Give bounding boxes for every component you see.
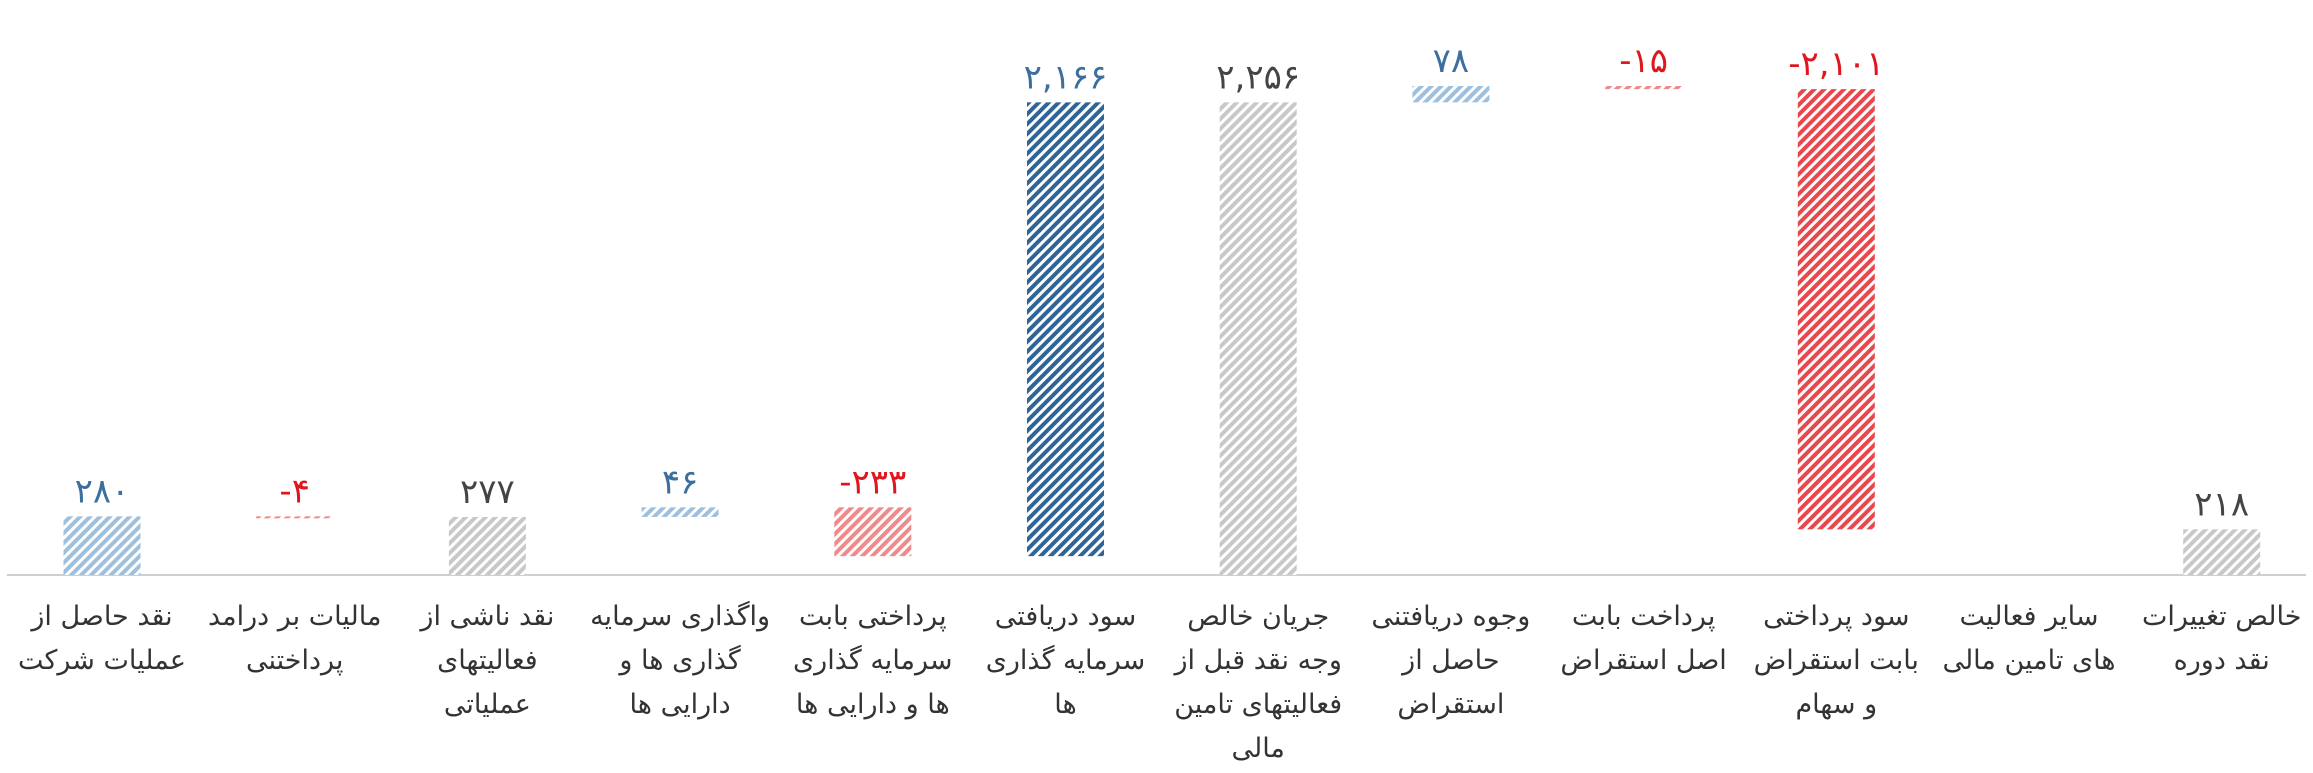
value-label: -۲۳۳	[839, 462, 906, 502]
value-label: ۴۶	[662, 462, 699, 502]
bar	[1797, 89, 1875, 530]
bar	[63, 516, 141, 575]
category-label: مالیات بر درامد پرداختنی	[207, 601, 382, 676]
bar	[834, 507, 912, 557]
bar	[1027, 102, 1104, 557]
category-label: وجوه دریافتنی حاصل از استقراض	[1371, 601, 1531, 720]
value-label: -۲,۱۰۱	[1788, 44, 1884, 84]
value-label: ۲۷۷	[460, 472, 515, 512]
category-label: نقد حاصل از عملیات شرکت	[18, 601, 186, 676]
category-label: سود پرداختی بابت استقراض و سهام	[1753, 601, 1919, 720]
category-label: خالص تغییرات نقد دوره	[2141, 601, 2302, 676]
bar	[1605, 86, 1683, 90]
bar	[448, 516, 526, 575]
category-label: واگذاری سرمایه گذاری ها و دارایی ها	[590, 601, 771, 720]
bar	[2183, 529, 2261, 575]
category-label: پرداخت بابت اصل استقراض	[1560, 601, 1727, 676]
value-label: ۲۸۰	[75, 471, 130, 511]
value-label: ۲,۱۶۶	[1024, 57, 1108, 97]
value-label: ۷۸	[1433, 41, 1470, 81]
value-label: ۲,۲۵۶	[1216, 57, 1300, 97]
value-label: ۲۱۸	[2194, 484, 2249, 524]
category-label: نقد ناشی از فعالیتهای عملیاتی	[420, 601, 555, 720]
value-label: -۱۵	[1619, 41, 1668, 81]
bar	[256, 516, 334, 519]
category-label: سود دریافتی سرمایه گذاری ها	[985, 601, 1146, 720]
bar	[1412, 86, 1490, 103]
bar	[1219, 102, 1297, 575]
category-label: پرداختی بابت سرمایه گذاری ها و دارایی ها	[793, 601, 953, 720]
category-label: سایر فعالیت های تامین مالی	[1942, 601, 2116, 676]
bar	[641, 507, 719, 517]
category-label: جریان خالص وجه نقد قبل از فعالیتهای تامی…	[1174, 601, 1343, 764]
value-label: -۴	[279, 471, 310, 511]
